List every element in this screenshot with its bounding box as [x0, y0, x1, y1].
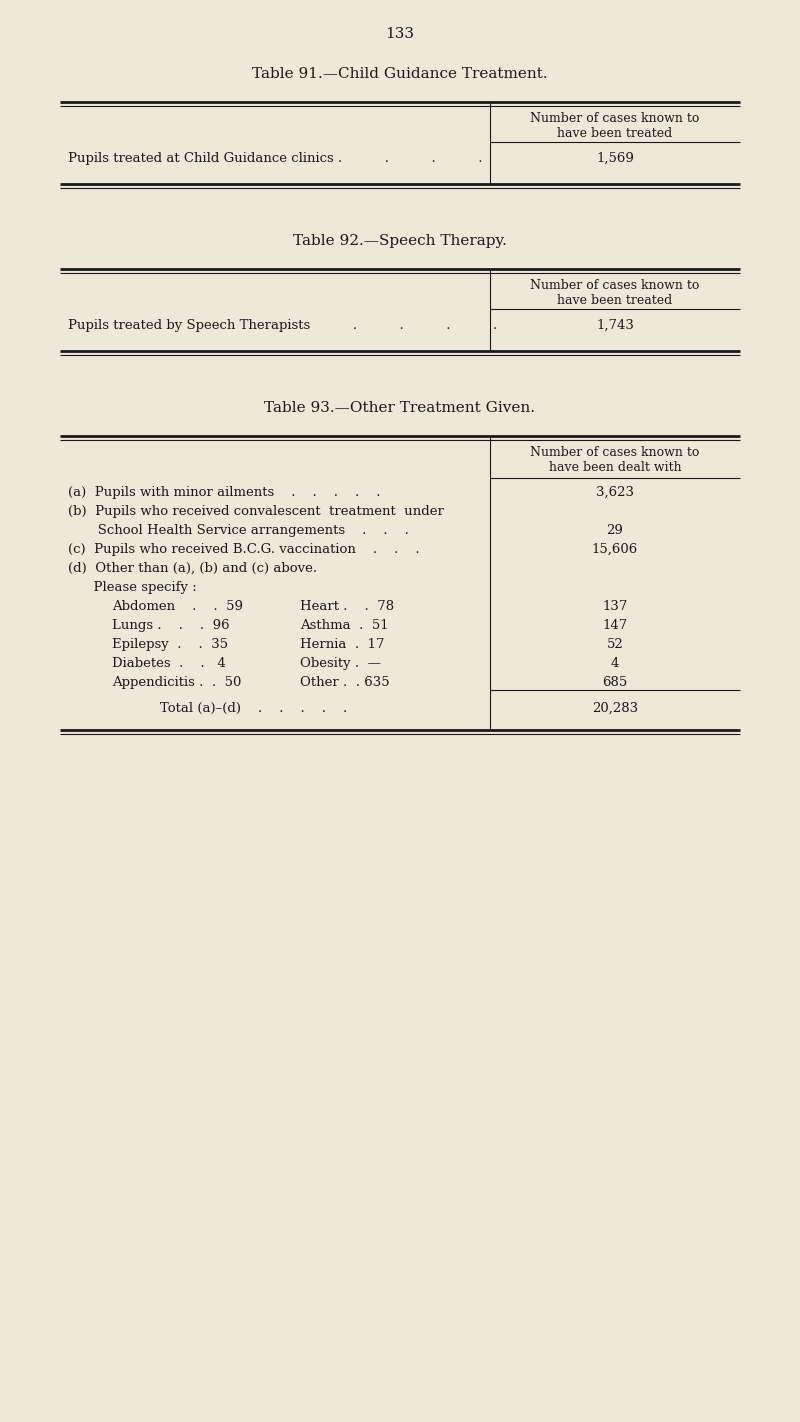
Text: Appendicitis .  .  50: Appendicitis . . 50 [112, 675, 242, 690]
Text: (a)  Pupils with minor ailments    .    .    .    .    .: (a) Pupils with minor ailments . . . . . [68, 486, 381, 499]
Text: Abdomen    .    .  59: Abdomen . . 59 [112, 600, 243, 613]
Text: 133: 133 [386, 27, 414, 41]
Text: 137: 137 [602, 600, 628, 613]
Text: 20,283: 20,283 [592, 702, 638, 715]
Text: 3,623: 3,623 [596, 486, 634, 499]
Text: have been treated: have been treated [558, 127, 673, 139]
Text: Please specify :: Please specify : [68, 582, 197, 594]
Text: Table 92.—Speech Therapy.: Table 92.—Speech Therapy. [293, 235, 507, 247]
Text: have been treated: have been treated [558, 294, 673, 307]
Text: Heart .    .  78: Heart . . 78 [300, 600, 394, 613]
Text: 1,569: 1,569 [596, 152, 634, 165]
Text: have been dealt with: have been dealt with [549, 461, 682, 474]
Text: 29: 29 [606, 523, 623, 538]
Text: Hernia  .  17: Hernia . 17 [300, 638, 385, 651]
Text: Number of cases known to: Number of cases known to [530, 112, 700, 125]
Text: 4: 4 [611, 657, 619, 670]
Text: Obesity .  —: Obesity . — [300, 657, 381, 670]
Text: Asthma  .  51: Asthma . 51 [300, 619, 389, 631]
Text: Pupils treated at Child Guidance clinics .          .          .          .: Pupils treated at Child Guidance clinics… [68, 152, 482, 165]
Text: Lungs .    .    .  96: Lungs . . . 96 [112, 619, 230, 631]
Text: School Health Service arrangements    .    .    .: School Health Service arrangements . . . [68, 523, 409, 538]
Text: Table 91.—Child Guidance Treatment.: Table 91.—Child Guidance Treatment. [252, 67, 548, 81]
Text: Other .  . 635: Other . . 635 [300, 675, 390, 690]
Text: Epilepsy  .    .  35: Epilepsy . . 35 [112, 638, 228, 651]
Text: Pupils treated by Speech Therapists          .          .          .          .: Pupils treated by Speech Therapists . . … [68, 319, 498, 331]
Text: 52: 52 [606, 638, 623, 651]
Text: Number of cases known to: Number of cases known to [530, 447, 700, 459]
Text: Table 93.—Other Treatment Given.: Table 93.—Other Treatment Given. [265, 401, 535, 415]
Text: 147: 147 [602, 619, 628, 631]
Text: (b)  Pupils who received convalescent  treatment  under: (b) Pupils who received convalescent tre… [68, 505, 444, 518]
Text: (c)  Pupils who received B.C.G. vaccination    .    .    .: (c) Pupils who received B.C.G. vaccinati… [68, 543, 420, 556]
Text: Total (a)–(d)    .    .    .    .    .: Total (a)–(d) . . . . . [160, 702, 347, 715]
Text: 15,606: 15,606 [592, 543, 638, 556]
Text: 1,743: 1,743 [596, 319, 634, 331]
Text: (d)  Other than (a), (b) and (c) above.: (d) Other than (a), (b) and (c) above. [68, 562, 317, 574]
Text: Diabetes  .    .   4: Diabetes . . 4 [112, 657, 226, 670]
Text: Number of cases known to: Number of cases known to [530, 279, 700, 292]
Text: 685: 685 [602, 675, 628, 690]
